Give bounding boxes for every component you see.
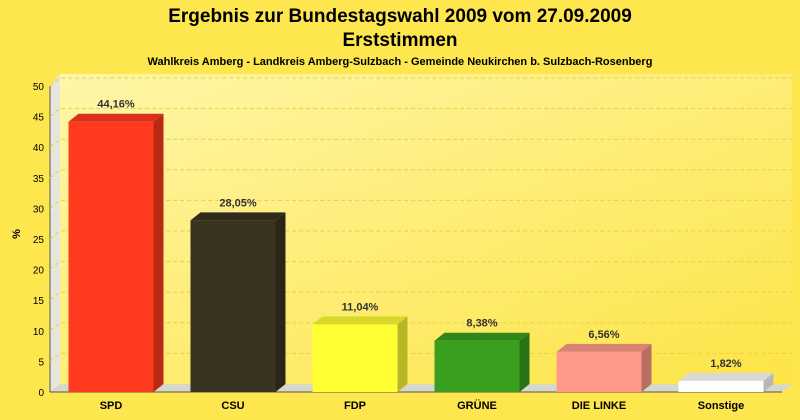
x-tick-label: Sonstige — [698, 400, 744, 412]
y-axis-label: % — [11, 229, 23, 239]
grid-line — [49, 322, 792, 332]
x-tick-label: CSU — [221, 400, 244, 412]
bar-side — [275, 212, 286, 392]
bar-csu — [190, 212, 286, 392]
bar-top — [678, 372, 774, 381]
grid-line — [49, 352, 792, 362]
data-label: 11,04% — [342, 301, 379, 313]
chart-caption: Wahlkreis Amberg - Landkreis Amberg-Sulz… — [148, 56, 653, 68]
bar-gr-ne — [434, 332, 530, 392]
bar-side — [397, 316, 408, 392]
grid-line — [49, 261, 792, 270]
plot-back-wall — [60, 74, 792, 384]
y-tick-label: 20 — [33, 266, 45, 277]
grid-line — [49, 108, 792, 117]
y-tick-label: 30 — [33, 204, 45, 215]
bar-top — [434, 332, 530, 341]
bar-top — [68, 113, 164, 122]
y-tick-label: 50 — [33, 82, 45, 93]
bar-top — [556, 343, 652, 352]
data-label: 28,05% — [219, 197, 257, 209]
data-label: 6,56% — [588, 329, 619, 341]
chart-title: Ergebnis zur Bundestagswahl 2009 vom 27.… — [168, 6, 632, 27]
bar-front — [556, 351, 642, 392]
bar-top — [190, 212, 286, 221]
y-tick-label: 15 — [33, 296, 45, 307]
data-label: 44,16% — [97, 99, 135, 111]
x-tick-label: SPD — [100, 400, 123, 412]
y-tick-label: 40 — [33, 143, 45, 154]
bar-side — [153, 113, 164, 393]
bar-die-linke — [556, 343, 652, 392]
bar-front — [190, 220, 276, 392]
chart-subtitle: Erststimmen — [342, 30, 457, 51]
data-label: 1,82% — [710, 358, 741, 370]
bar-side — [641, 343, 652, 392]
grid-line — [49, 291, 792, 301]
bar-front — [312, 324, 398, 392]
y-tick-label: 5 — [38, 357, 44, 368]
y-tick-label: 45 — [33, 113, 45, 124]
y-tick-label: 25 — [33, 235, 45, 246]
y-tick-label: 35 — [33, 174, 45, 185]
y-tick-label: 0 — [38, 388, 44, 399]
bar-side — [763, 372, 774, 392]
bar-top — [312, 316, 408, 325]
data-label: 8,38% — [466, 318, 497, 330]
bar-front — [434, 340, 520, 392]
bar-front — [678, 380, 764, 392]
grid-line — [49, 230, 792, 240]
bar-front — [68, 121, 154, 393]
plot-side-wall — [50, 74, 60, 392]
x-tick-label: FDP — [344, 400, 366, 412]
bar-side — [519, 332, 530, 392]
grid-line — [49, 138, 792, 148]
x-tick-label: DIE LINKE — [572, 400, 626, 412]
x-tick-label: GRÜNE — [457, 399, 497, 412]
bar-sonstige — [678, 372, 774, 392]
bar-fdp — [312, 316, 408, 392]
y-tick-label: 10 — [33, 327, 45, 338]
grid-line — [49, 77, 792, 87]
bar-spd — [68, 113, 164, 393]
grid-line — [49, 169, 792, 179]
grid-line — [49, 199, 792, 209]
